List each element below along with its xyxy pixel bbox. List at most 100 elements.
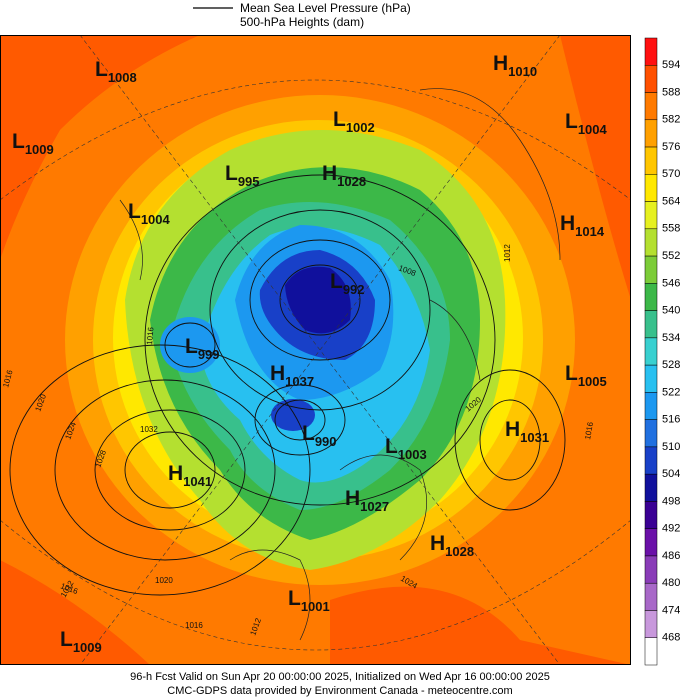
center-value: 1003 <box>398 447 427 462</box>
center-letter: L <box>330 270 343 293</box>
center-value: 1010 <box>508 64 537 79</box>
center-letter: L <box>60 628 73 651</box>
center-value: 1001 <box>301 599 330 614</box>
isobar-label: 1016 <box>145 326 156 345</box>
colorbar-swatch <box>644 174 658 202</box>
legend-pressure: Mean Sea Level Pressure (hPa) <box>240 1 411 15</box>
colorbar: 594 588 582 576 570 564 558 552 546 540 534 528 522 5… <box>644 37 680 666</box>
pressure-center: H1027 <box>345 487 389 514</box>
colorbar-swatch <box>644 92 658 121</box>
pressure-center: L990 <box>302 422 337 449</box>
colorbar-swatch <box>644 65 658 93</box>
colorbar-label: 528 <box>662 359 680 371</box>
colorbar-label: 498 <box>662 495 680 507</box>
pressure-center: L1005 <box>565 362 607 389</box>
isobar-label: 1016 <box>583 421 595 441</box>
colorbar-swatch <box>644 119 658 148</box>
pressure-center: H1031 <box>505 418 549 445</box>
colorbar-label: 576 <box>662 141 680 153</box>
center-value: 1004 <box>141 212 171 227</box>
center-letter: L <box>302 422 315 445</box>
colorbar-label: 594 <box>662 59 680 71</box>
center-value: 1028 <box>337 174 366 189</box>
colorbar-label: 510 <box>662 441 680 453</box>
pressure-center: H1014 <box>560 212 605 239</box>
center-value: 1027 <box>360 499 389 514</box>
colorbar-label: 474 <box>662 604 680 616</box>
pressure-center: H1041 <box>168 462 212 489</box>
center-letter: H <box>270 362 285 385</box>
colorbar-swatch <box>644 337 658 366</box>
colorbar-swatch <box>644 446 658 475</box>
pressure-center: H1028 <box>322 162 366 189</box>
footer-valid: 96-h Fcst Valid on Sun Apr 20 00:00:00 2… <box>130 671 550 683</box>
center-value: 1009 <box>73 640 102 655</box>
center-value: 1004 <box>578 122 608 137</box>
colorbar-swatch <box>644 255 658 284</box>
colorbar-swatch <box>644 310 658 339</box>
colorbar-label: 492 <box>662 523 680 535</box>
center-letter: H <box>505 418 520 441</box>
colorbar-swatch <box>644 201 658 230</box>
center-letter: H <box>168 462 183 485</box>
center-value: 999 <box>198 347 220 362</box>
pressure-center: L1004 <box>128 200 171 227</box>
colorbar-label: 504 <box>662 468 680 480</box>
center-letter: L <box>333 108 346 131</box>
center-letter: L <box>95 58 108 81</box>
footer-credit: CMC-GDPS data provided by Environment Ca… <box>167 685 512 697</box>
pressure-center: L992 <box>330 270 365 297</box>
center-letter: L <box>128 200 141 223</box>
center-letter: H <box>345 487 360 510</box>
center-value: 992 <box>343 282 365 297</box>
colorbar-swatch <box>644 146 658 175</box>
colorbar-swatch <box>644 637 658 666</box>
colorbar-label: 534 <box>662 332 680 344</box>
center-value: 1005 <box>578 374 607 389</box>
center-letter: H <box>322 162 337 185</box>
center-value: 1028 <box>445 544 474 559</box>
center-value: 1037 <box>285 374 314 389</box>
colorbar-swatch <box>644 37 658 66</box>
pressure-center: L999 <box>185 335 220 362</box>
center-letter: L <box>565 110 578 133</box>
center-letter: L <box>225 162 238 185</box>
legend-heights: 500-hPa Heights (dam) <box>240 15 364 29</box>
colorbar-label: 540 <box>662 305 680 317</box>
map <box>0 35 631 665</box>
colorbar-label: 582 <box>662 114 680 126</box>
center-letter: L <box>385 435 398 458</box>
colorbar-label: 588 <box>662 86 680 98</box>
colorbar-label: 552 <box>662 250 680 262</box>
pressure-center: L1008 <box>95 58 137 85</box>
colorbar-swatch <box>644 555 658 584</box>
colorbar-swatch <box>644 364 658 393</box>
center-letter: L <box>565 362 578 385</box>
center-value: 990 <box>315 434 337 449</box>
pressure-center: L995 <box>225 162 260 189</box>
colorbar-swatch <box>644 283 658 311</box>
pressure-center: H1037 <box>270 362 314 389</box>
colorbar-label: 516 <box>662 414 680 426</box>
isobar-label: 1020 <box>155 576 173 585</box>
pressure-center: L1001 <box>288 587 330 614</box>
colorbar-label: 564 <box>662 195 680 207</box>
pressure-center: H1010 <box>493 52 537 79</box>
map-frame <box>0 35 631 665</box>
center-value: 1008 <box>108 70 137 85</box>
center-value: 1031 <box>520 430 549 445</box>
pressure-center: L1004 <box>565 110 608 137</box>
center-value: 1041 <box>183 474 212 489</box>
pressure-center: L1009 <box>12 130 54 157</box>
isobar-label: 1012 <box>503 244 512 262</box>
pressure-center: L1003 <box>385 435 427 462</box>
center-letter: H <box>430 532 445 555</box>
pressure-center: H1028 <box>430 532 474 559</box>
center-letter: L <box>288 587 301 610</box>
colorbar-label: 480 <box>662 577 680 589</box>
center-letter: H <box>560 212 575 235</box>
center-value: 1002 <box>346 120 375 135</box>
pressure-center: L1009 <box>60 628 102 655</box>
isobar-label: 1016 <box>185 621 203 630</box>
